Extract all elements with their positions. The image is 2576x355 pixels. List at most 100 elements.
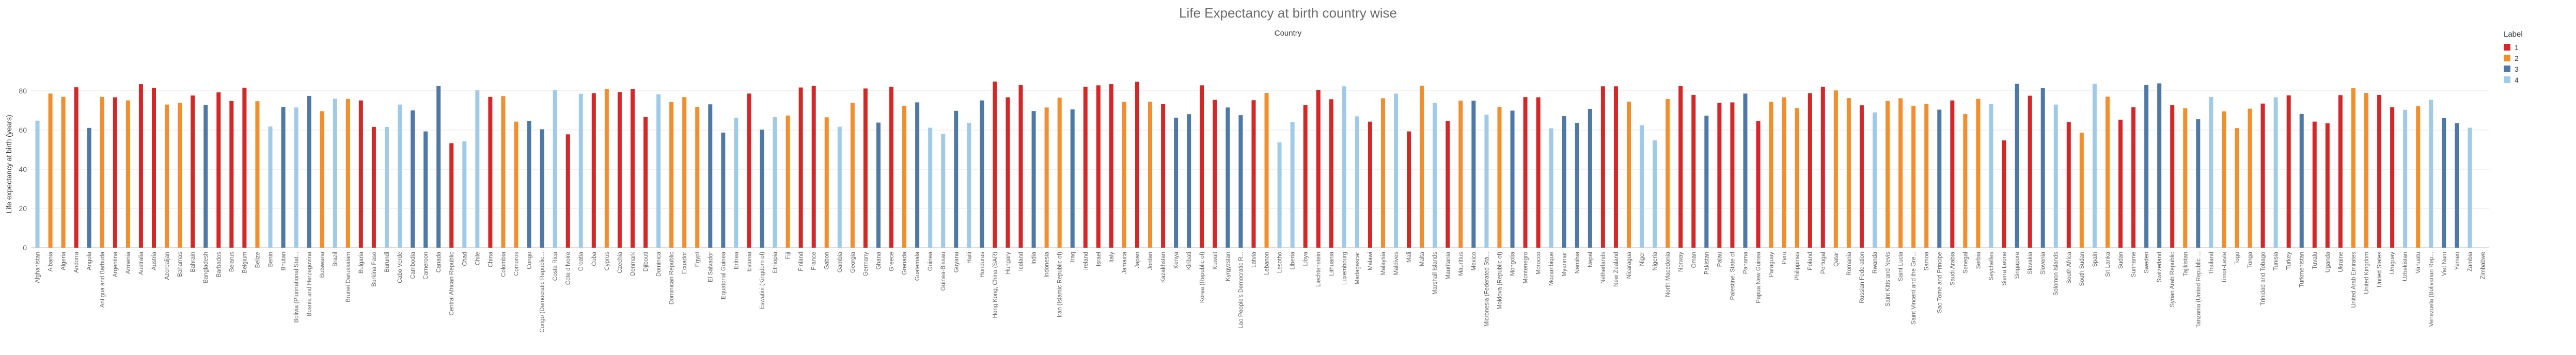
bar[interactable] <box>786 115 790 248</box>
bar[interactable] <box>436 86 441 248</box>
bar[interactable] <box>1070 109 1075 248</box>
bar[interactable] <box>1989 104 1993 248</box>
bar[interactable] <box>1018 85 1023 248</box>
bar[interactable] <box>1575 122 1579 248</box>
bar[interactable] <box>954 110 959 248</box>
bar[interactable] <box>1471 101 1476 248</box>
bar[interactable] <box>876 122 881 248</box>
bar[interactable] <box>255 101 260 248</box>
bar[interactable] <box>61 96 66 248</box>
bar[interactable] <box>100 96 104 248</box>
bar[interactable] <box>1135 82 1140 248</box>
bar[interactable] <box>2248 108 2252 248</box>
bar[interactable] <box>1187 114 1191 248</box>
bar[interactable] <box>1394 93 1399 248</box>
legend-item-4[interactable]: 4 <box>2504 74 2523 85</box>
bar[interactable] <box>113 97 117 248</box>
bar[interactable] <box>1666 99 1670 248</box>
bar[interactable] <box>1355 116 1359 248</box>
bar[interactable] <box>2066 122 2071 248</box>
bar[interactable] <box>1006 97 1010 248</box>
legend-item-2[interactable]: 2 <box>2504 53 2523 63</box>
bar[interactable] <box>1640 125 1644 248</box>
bar[interactable] <box>488 96 493 248</box>
bar[interactable] <box>1238 115 1243 248</box>
bar[interactable] <box>824 117 829 248</box>
bar[interactable] <box>1549 128 1553 248</box>
bar[interactable] <box>1096 85 1101 248</box>
bar[interactable] <box>2260 103 2265 248</box>
legend-item-3[interactable]: 3 <box>2504 63 2523 74</box>
bar[interactable] <box>1717 103 1722 248</box>
bar[interactable] <box>980 100 984 248</box>
bar[interactable] <box>1691 94 1696 248</box>
bar[interactable] <box>48 93 53 248</box>
bar[interactable] <box>695 107 700 248</box>
bar[interactable] <box>747 93 751 248</box>
bar[interactable] <box>837 126 842 248</box>
bar[interactable] <box>345 99 350 248</box>
bar[interactable] <box>1782 97 1786 248</box>
bar[interactable] <box>462 141 467 248</box>
bar[interactable] <box>1846 98 1851 248</box>
bar[interactable] <box>1057 98 1062 248</box>
bar[interactable] <box>2170 105 2175 248</box>
bar[interactable] <box>514 121 519 248</box>
bar[interactable] <box>643 117 648 248</box>
bar[interactable] <box>2079 133 2084 248</box>
bar[interactable] <box>682 97 687 248</box>
bar[interactable] <box>2157 83 2162 248</box>
bar[interactable] <box>358 100 363 248</box>
bar[interactable] <box>1820 87 1825 248</box>
bar[interactable] <box>1316 90 1321 248</box>
bar[interactable] <box>1769 102 1773 248</box>
bar[interactable] <box>902 105 907 248</box>
bar[interactable] <box>811 86 816 248</box>
bar[interactable] <box>423 131 428 248</box>
bar[interactable] <box>773 117 777 248</box>
bar[interactable] <box>1704 116 1709 248</box>
bar[interactable] <box>307 95 311 248</box>
bar[interactable] <box>242 87 247 248</box>
bar[interactable] <box>2403 109 2408 248</box>
bar[interactable] <box>2144 85 2149 248</box>
bar[interactable] <box>1523 97 1528 248</box>
bar[interactable] <box>2040 88 2045 248</box>
bar[interactable] <box>2002 140 2006 248</box>
bar[interactable] <box>1420 86 1424 248</box>
bar[interactable] <box>941 134 946 248</box>
bar[interactable] <box>475 90 480 248</box>
bar[interactable] <box>1109 84 1113 248</box>
bar[interactable] <box>2325 123 2330 248</box>
bar[interactable] <box>1795 108 1799 248</box>
bar[interactable] <box>1407 131 1411 248</box>
bar[interactable] <box>863 88 868 248</box>
bar[interactable] <box>1510 110 1515 248</box>
bar[interactable] <box>2351 88 2355 248</box>
bar[interactable] <box>1290 122 1295 248</box>
bar[interactable] <box>1937 109 1942 248</box>
bar[interactable] <box>1963 114 1968 248</box>
bar[interactable] <box>1122 102 1126 248</box>
bar[interactable] <box>1446 121 1450 248</box>
bar[interactable] <box>1562 116 1566 248</box>
bar[interactable] <box>1756 121 1761 248</box>
bar[interactable] <box>2468 127 2472 248</box>
bar[interactable] <box>371 126 376 248</box>
bar[interactable] <box>294 107 299 248</box>
bar[interactable] <box>2235 128 2239 248</box>
bar[interactable] <box>527 121 531 248</box>
bar[interactable] <box>2015 84 2019 248</box>
bar[interactable] <box>2196 119 2201 248</box>
bar[interactable] <box>1083 87 1088 248</box>
bar[interactable] <box>1886 101 1890 248</box>
bar[interactable] <box>2390 107 2395 248</box>
bar[interactable] <box>1872 112 1877 248</box>
bar[interactable] <box>2092 84 2097 248</box>
bar[interactable] <box>320 111 324 248</box>
bar[interactable] <box>203 105 208 248</box>
bar[interactable] <box>2429 100 2433 248</box>
bar[interactable] <box>2299 114 2304 248</box>
bar[interactable] <box>2312 121 2317 248</box>
bar[interactable] <box>1277 142 1282 248</box>
